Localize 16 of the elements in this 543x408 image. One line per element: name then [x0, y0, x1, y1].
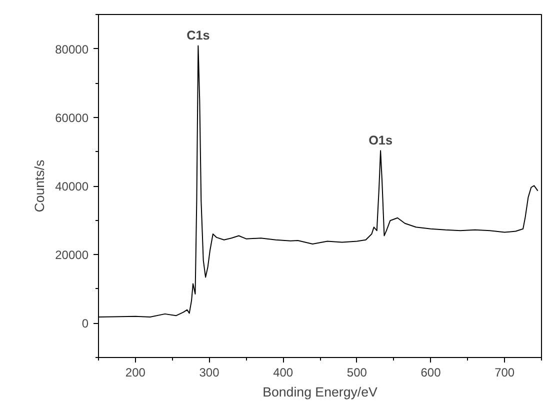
- x-tick-label: 200: [125, 366, 146, 380]
- x-tick-label: 300: [199, 366, 220, 380]
- annotation: C1s: [186, 28, 210, 43]
- x-tick-label: 400: [273, 366, 294, 380]
- x-axis-title: Bonding Energy/eV: [262, 384, 378, 400]
- y-tick-label: 60000: [55, 110, 89, 125]
- line-series: [98, 45, 538, 318]
- y-tick-label: 40000: [55, 180, 89, 194]
- y-tick-label: 80000: [55, 42, 89, 56]
- x-tick-label: 600: [420, 366, 442, 380]
- annotation: O1s: [368, 134, 393, 148]
- x-tick-label: 500: [346, 366, 368, 380]
- y-tick-label: 0: [82, 316, 89, 331]
- y-tick-label: 20000: [55, 248, 89, 262]
- y-axis-title: Counts/s: [32, 159, 48, 212]
- x-tick-label: 700: [494, 366, 515, 380]
